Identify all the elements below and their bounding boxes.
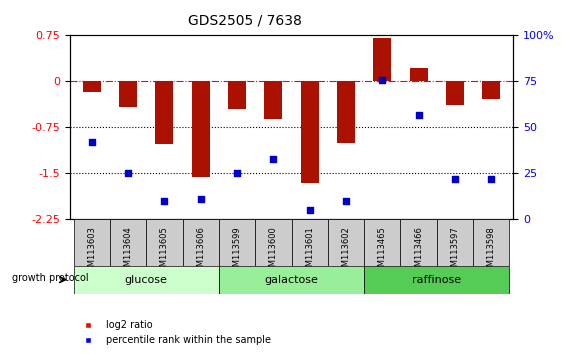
FancyBboxPatch shape bbox=[401, 219, 437, 266]
FancyBboxPatch shape bbox=[219, 219, 255, 266]
Bar bbox=[119, 81, 137, 107]
Text: growth protocol: growth protocol bbox=[12, 273, 88, 283]
Bar bbox=[155, 81, 174, 144]
Point bbox=[487, 176, 496, 182]
Bar bbox=[301, 81, 319, 183]
FancyBboxPatch shape bbox=[255, 219, 292, 266]
FancyBboxPatch shape bbox=[328, 219, 364, 266]
Bar bbox=[409, 68, 428, 81]
Text: GSM113604: GSM113604 bbox=[124, 227, 132, 277]
Text: GSM113602: GSM113602 bbox=[342, 227, 350, 277]
Point bbox=[160, 198, 169, 204]
Text: GDS2505 / 7638: GDS2505 / 7638 bbox=[188, 14, 302, 28]
FancyBboxPatch shape bbox=[364, 266, 510, 294]
FancyBboxPatch shape bbox=[292, 219, 328, 266]
Bar bbox=[446, 81, 464, 105]
Bar bbox=[264, 81, 282, 119]
Text: GSM113599: GSM113599 bbox=[233, 227, 241, 277]
Text: galactose: galactose bbox=[265, 275, 318, 285]
Point bbox=[378, 77, 387, 82]
Bar bbox=[83, 81, 101, 92]
Text: GSM113601: GSM113601 bbox=[305, 227, 314, 277]
Point bbox=[233, 171, 242, 176]
FancyBboxPatch shape bbox=[219, 266, 364, 294]
Point bbox=[341, 198, 350, 204]
Text: GSM113603: GSM113603 bbox=[87, 227, 96, 277]
Text: GSM113606: GSM113606 bbox=[196, 227, 205, 277]
Text: raffinose: raffinose bbox=[412, 275, 461, 285]
Text: GSM113597: GSM113597 bbox=[451, 227, 459, 277]
FancyBboxPatch shape bbox=[110, 219, 146, 266]
Bar bbox=[482, 81, 500, 99]
Text: GSM113465: GSM113465 bbox=[378, 227, 387, 277]
Point bbox=[450, 176, 459, 182]
Text: GSM113466: GSM113466 bbox=[414, 227, 423, 277]
FancyBboxPatch shape bbox=[146, 219, 182, 266]
FancyBboxPatch shape bbox=[437, 219, 473, 266]
Point bbox=[414, 112, 423, 118]
Text: GSM113605: GSM113605 bbox=[160, 227, 169, 277]
Point bbox=[87, 139, 96, 145]
Bar bbox=[228, 81, 246, 109]
Point bbox=[269, 156, 278, 161]
FancyBboxPatch shape bbox=[182, 219, 219, 266]
Bar bbox=[373, 39, 391, 81]
FancyBboxPatch shape bbox=[473, 219, 510, 266]
Bar bbox=[192, 81, 210, 177]
FancyBboxPatch shape bbox=[73, 266, 219, 294]
Text: GSM113598: GSM113598 bbox=[487, 227, 496, 277]
Legend: log2 ratio, percentile rank within the sample: log2 ratio, percentile rank within the s… bbox=[75, 316, 275, 349]
Text: GSM113600: GSM113600 bbox=[269, 227, 278, 277]
FancyBboxPatch shape bbox=[364, 219, 401, 266]
Text: glucose: glucose bbox=[125, 275, 168, 285]
Point bbox=[196, 196, 205, 202]
FancyBboxPatch shape bbox=[73, 219, 110, 266]
Point bbox=[124, 171, 133, 176]
Bar bbox=[337, 81, 355, 143]
Point bbox=[305, 207, 314, 213]
